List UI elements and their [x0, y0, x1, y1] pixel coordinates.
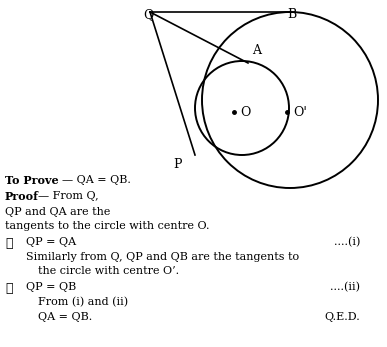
Text: ∴: ∴ — [5, 237, 12, 250]
Text: QP and QA are the: QP and QA are the — [5, 207, 110, 217]
Text: ∴: ∴ — [5, 282, 12, 295]
Text: O': O' — [293, 105, 307, 118]
Text: From (i) and (ii): From (i) and (ii) — [38, 297, 128, 307]
Text: QP = QA: QP = QA — [26, 237, 76, 247]
Text: O: O — [240, 105, 250, 118]
Text: Q.E.D.: Q.E.D. — [324, 312, 360, 322]
Text: tangents to the circle with centre O.: tangents to the circle with centre O. — [5, 221, 209, 231]
Text: Proof: Proof — [5, 191, 39, 202]
Text: QP = QB: QP = QB — [26, 282, 76, 292]
Text: B: B — [288, 8, 296, 21]
Text: the circle with centre O’.: the circle with centre O’. — [38, 266, 179, 276]
Text: Similarly from Q, QP and QB are the tangents to: Similarly from Q, QP and QB are the tang… — [26, 252, 299, 262]
Text: Q: Q — [143, 8, 153, 21]
Text: ....(ii): ....(ii) — [330, 282, 360, 292]
Text: QA = QB.: QA = QB. — [38, 312, 92, 322]
Text: ....(i): ....(i) — [334, 237, 360, 247]
Text: A: A — [252, 44, 261, 57]
Text: — From Q,: — From Q, — [38, 191, 99, 201]
Text: To Prove: To Prove — [5, 175, 58, 186]
Text: P: P — [173, 158, 182, 171]
Text: — QA = QB.: — QA = QB. — [62, 175, 131, 185]
